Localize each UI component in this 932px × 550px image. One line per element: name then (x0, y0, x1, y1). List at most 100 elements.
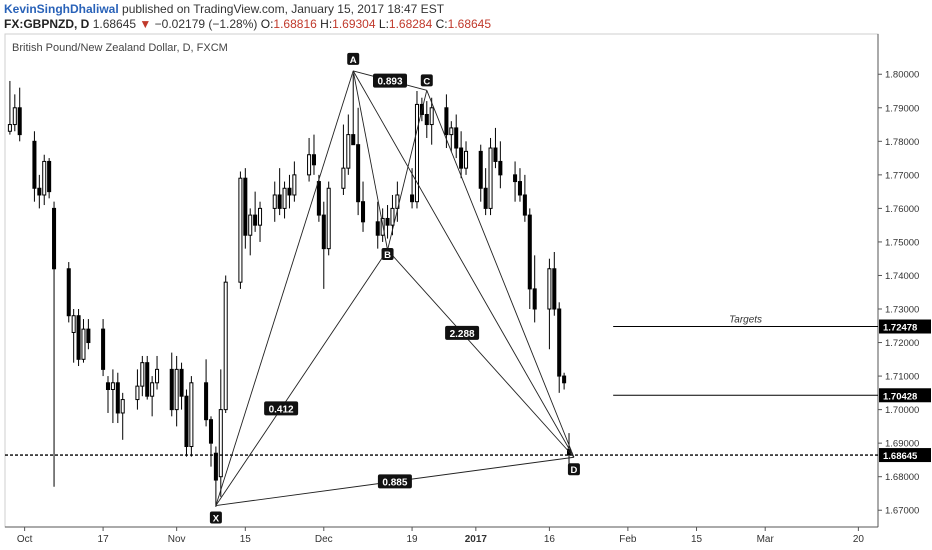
candle-body (557, 308, 562, 377)
candle-body (414, 103, 419, 203)
high-value: 1.69304 (332, 17, 376, 31)
pattern-point-box (209, 511, 222, 524)
pattern-line-xb (215, 249, 388, 506)
candle-body (47, 160, 52, 193)
close-value: 1.68645 (447, 17, 492, 31)
close-label: C: (435, 17, 448, 31)
candle-body (115, 382, 120, 414)
candle-body (424, 113, 429, 126)
candle-body (189, 382, 194, 448)
pattern-line-xa (215, 70, 354, 506)
candle-body (517, 181, 522, 196)
candle-body (380, 217, 385, 236)
ratio-label: 2.288 (450, 329, 475, 340)
low-value: 1.68284 (388, 17, 433, 31)
candle-body (390, 207, 395, 226)
candle-body (351, 134, 356, 146)
y-tick-label: 1.70000 (885, 405, 919, 416)
x-tick-label: 15 (691, 534, 703, 545)
candle-body (287, 187, 292, 196)
ratio-label: 0.412 (269, 404, 294, 415)
candle-body (238, 177, 243, 283)
candle-body (218, 409, 223, 478)
y-tick-label: 1.71000 (885, 372, 919, 383)
pattern-point-label: A (350, 55, 357, 66)
pattern-point-label: D (570, 465, 577, 476)
x-tick-label: 2017 (465, 534, 488, 545)
ratio-box (264, 401, 299, 416)
candle-body (346, 134, 351, 169)
candle-body (341, 167, 346, 189)
candle-body (356, 144, 361, 203)
candle-body (493, 147, 498, 162)
x-tick-label: 19 (407, 534, 419, 545)
author-link[interactable]: KevinSinghDhaliwal (4, 2, 119, 16)
candle-body (478, 150, 483, 189)
candle-body (326, 187, 331, 250)
last-price-tag (879, 448, 931, 463)
symbol-info: FX:GBPNZD, D 1.68645 ▼ −0.02179 (−1.28%)… (4, 17, 491, 31)
pattern-line-bd (387, 249, 575, 458)
target-price-label: 1.72478 (883, 323, 917, 334)
last-price: 1.68645 (92, 17, 137, 31)
ratio-label: 0.885 (382, 477, 407, 488)
candle-body (483, 187, 488, 209)
y-tick-label: 1.73000 (885, 305, 919, 316)
ratio-box (445, 325, 480, 340)
low-label: L: (378, 17, 389, 31)
x-tick-label: Mar (757, 534, 775, 545)
candle-body (184, 395, 189, 448)
y-tick-label: 1.74000 (885, 271, 919, 282)
y-tick-label: 1.72000 (885, 338, 919, 349)
candle-body (361, 201, 366, 223)
candle-body (316, 181, 321, 216)
y-tick-label: 1.79000 (885, 103, 919, 114)
published-text: published on TradingView.com, January 15… (122, 2, 445, 16)
target-price-label: 1.70428 (883, 391, 917, 402)
pattern-point-label: B (384, 250, 391, 261)
candle-body (155, 368, 160, 384)
candle-body (42, 160, 47, 196)
candle-body (547, 268, 552, 310)
candle-body (208, 419, 214, 444)
y-tick-label: 1.78000 (885, 137, 919, 148)
x-tick-label: 20 (853, 534, 865, 545)
candle-body (37, 187, 42, 196)
x-tick-label: Feb (619, 534, 637, 545)
pattern-line-ab (352, 70, 388, 251)
candle-body (488, 147, 493, 209)
targets-label: Targets (729, 315, 762, 326)
candle-body (444, 107, 449, 136)
candle-body (12, 107, 17, 126)
candle-body (498, 160, 503, 176)
candle-body (527, 214, 532, 290)
candle-body (52, 207, 57, 270)
candle-body (140, 362, 145, 387)
candle-body (213, 452, 218, 481)
candle-body (17, 107, 22, 136)
symbol-label: FX:GBPNZD, D (4, 17, 90, 31)
plot-frame (4, 33, 879, 528)
open-value: 1.68816 (273, 17, 317, 31)
candle-body (32, 140, 37, 189)
candle-body (150, 382, 155, 397)
publish-info: KevinSinghDhaliwal published on TradingV… (4, 2, 444, 16)
candle-body (459, 147, 464, 169)
candle-body (292, 174, 297, 196)
ratio-label: 0.893 (377, 77, 402, 88)
open-label: O: (260, 17, 274, 31)
candle-body (145, 362, 150, 397)
chart-title: British Pound/New Zealand Dollar, D, FXC… (12, 42, 228, 54)
candle-body (282, 187, 287, 209)
candle-body (7, 124, 12, 132)
y-tick-label: 1.69000 (885, 439, 919, 450)
candle-body (204, 382, 209, 421)
pattern-point-label: C (423, 76, 430, 87)
pattern-line-cd (426, 90, 575, 458)
candle-body (110, 382, 115, 390)
candle-body (248, 214, 253, 236)
candle-body (272, 194, 277, 209)
candle-body (522, 194, 527, 216)
candle-body (410, 194, 415, 203)
